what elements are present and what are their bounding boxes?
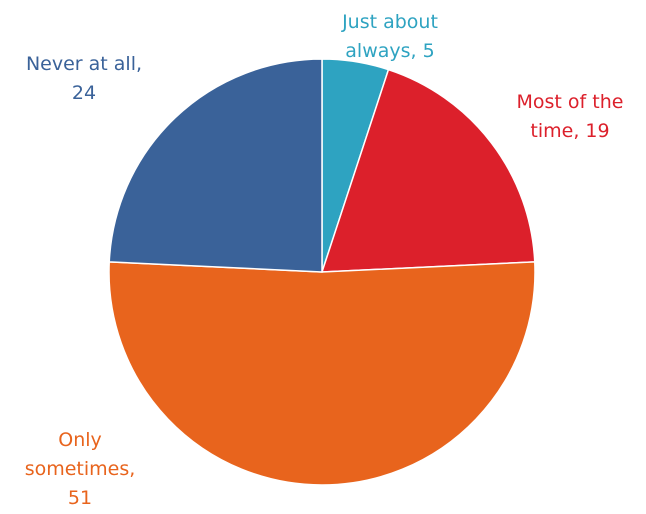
pie-slices <box>108 58 536 486</box>
data-label-only-sometimes: Only sometimes, 51 <box>25 429 136 509</box>
pie-labels: Just about always, 5 Most of the time, 19 On… <box>25 11 624 509</box>
data-label-line: 24 <box>72 82 96 104</box>
pie-slice-only-sometimes <box>108 261 536 486</box>
data-label-just-about-always: Just about always, 5 <box>341 11 438 62</box>
data-label-line: 51 <box>68 487 92 509</box>
data-label-line: Just about <box>341 11 438 33</box>
data-label-line: Never at all, <box>26 53 142 75</box>
data-label-line: always, 5 <box>345 40 434 62</box>
pie-slice-most-of-the-time <box>320 68 536 273</box>
data-label-line: time, 19 <box>530 120 609 142</box>
data-label-line: Only <box>58 429 102 451</box>
data-label-never-at-all: Never at all, 24 <box>26 53 142 104</box>
data-label-line: Most of the <box>517 91 624 113</box>
data-label-line: sometimes, <box>25 458 136 480</box>
pie-slice-never-at-all <box>108 58 323 273</box>
data-label-most-of-the-time: Most of the time, 19 <box>517 91 624 142</box>
